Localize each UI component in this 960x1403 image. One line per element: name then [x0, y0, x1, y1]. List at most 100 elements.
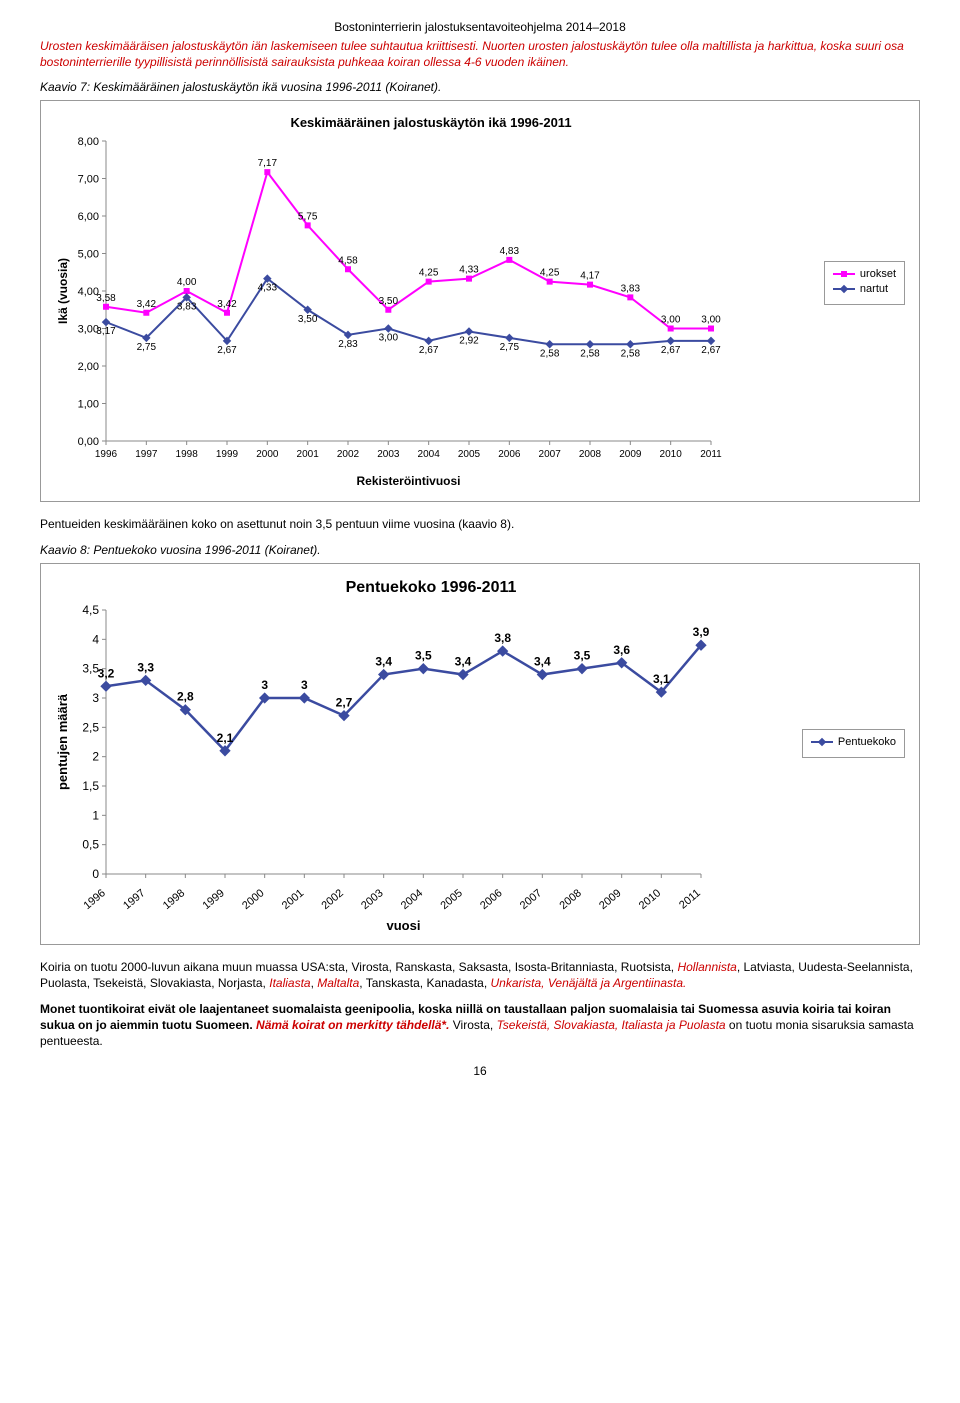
- svg-text:3,4: 3,4: [534, 654, 551, 668]
- svg-text:3: 3: [92, 691, 99, 705]
- kaavio7-caption: Kaavio 7: Keskimääräinen jalostuskäytön …: [40, 80, 920, 94]
- bottom-paragraph-1: Koiria on tuotu 2000-luvun aikana muun m…: [40, 959, 920, 991]
- svg-text:2005: 2005: [438, 887, 464, 912]
- svg-text:4,58: 4,58: [338, 256, 358, 267]
- bp1-red1: Hollannista: [677, 960, 736, 974]
- bp1-prefix: Koiria on tuotu 2000-luvun aikana muun m…: [40, 960, 677, 974]
- chart1-wrap: Keskimääräinen jalostuskäytön ikä 1996-2…: [51, 111, 909, 491]
- svg-text:3,4: 3,4: [375, 654, 392, 668]
- svg-text:3,83: 3,83: [621, 284, 641, 295]
- svg-text:2000: 2000: [256, 449, 279, 460]
- svg-text:2003: 2003: [377, 449, 400, 460]
- svg-text:1,5: 1,5: [82, 779, 99, 793]
- svg-text:1997: 1997: [135, 449, 158, 460]
- svg-text:2005: 2005: [458, 449, 481, 460]
- bp1-red4: Unkarista, Venäjältä ja Argentiinasta.: [491, 976, 687, 990]
- svg-text:3,5: 3,5: [415, 648, 432, 662]
- svg-text:2001: 2001: [297, 449, 320, 460]
- svg-text:4,33: 4,33: [258, 283, 278, 294]
- svg-text:4,17: 4,17: [580, 271, 600, 282]
- svg-text:3,4: 3,4: [455, 654, 472, 668]
- chart2-svg: Pentuekoko 1996-201100,511,522,533,544,5…: [51, 574, 811, 934]
- svg-text:2,00: 2,00: [78, 361, 99, 373]
- svg-text:4,5: 4,5: [82, 603, 99, 617]
- svg-text:3,50: 3,50: [379, 296, 399, 307]
- svg-text:8,00: 8,00: [78, 136, 99, 148]
- svg-text:2,1: 2,1: [217, 730, 234, 744]
- svg-text:4,25: 4,25: [540, 268, 560, 279]
- chart2-wrap: Pentuekoko 1996-201100,511,522,533,544,5…: [51, 574, 909, 934]
- svg-text:2001: 2001: [280, 887, 306, 912]
- svg-text:2000: 2000: [240, 887, 266, 912]
- svg-text:Rekisteröintivuosi: Rekisteröintivuosi: [356, 474, 460, 488]
- svg-text:1998: 1998: [161, 887, 187, 912]
- chart1-legend: urokset nartut: [824, 261, 905, 305]
- svg-text:2008: 2008: [579, 449, 602, 460]
- chart2-legend: Pentuekoko: [802, 729, 905, 758]
- svg-text:2008: 2008: [557, 887, 583, 912]
- svg-text:2,5: 2,5: [82, 720, 99, 734]
- svg-text:0: 0: [92, 867, 99, 881]
- svg-text:3,50: 3,50: [298, 314, 318, 325]
- chart1-svg: Keskimääräinen jalostuskäytön ikä 1996-2…: [51, 111, 811, 491]
- svg-text:0,00: 0,00: [78, 436, 99, 448]
- svg-text:1999: 1999: [216, 449, 239, 460]
- svg-text:2,75: 2,75: [137, 342, 157, 353]
- svg-text:2004: 2004: [418, 449, 441, 460]
- svg-text:2,67: 2,67: [661, 345, 681, 356]
- chart1-container: Keskimääräinen jalostuskäytön ikä 1996-2…: [40, 100, 920, 502]
- svg-text:2010: 2010: [637, 887, 663, 912]
- svg-text:3,5: 3,5: [574, 648, 591, 662]
- svg-text:4,00: 4,00: [177, 277, 197, 288]
- svg-text:3,3: 3,3: [137, 660, 154, 674]
- svg-text:2: 2: [92, 749, 99, 763]
- svg-text:2,92: 2,92: [459, 336, 479, 347]
- svg-text:2,83: 2,83: [338, 339, 358, 350]
- svg-text:2,67: 2,67: [217, 345, 237, 356]
- svg-text:2002: 2002: [337, 449, 360, 460]
- svg-text:3: 3: [261, 678, 268, 692]
- svg-text:Pentuekoko 1996-2011: Pentuekoko 1996-2011: [346, 579, 517, 596]
- svg-text:3,00: 3,00: [701, 315, 721, 326]
- svg-text:3,8: 3,8: [494, 631, 511, 645]
- svg-text:2011: 2011: [677, 887, 703, 911]
- bp1-red2: Italiasta: [269, 976, 310, 990]
- svg-text:1: 1: [92, 808, 99, 822]
- svg-text:2006: 2006: [478, 887, 504, 912]
- svg-text:1996: 1996: [95, 449, 118, 460]
- page-header: Bostoninterrierin jalostuksentavoiteohje…: [40, 20, 920, 34]
- svg-text:Keskimääräinen jalostuskäytön: Keskimääräinen jalostuskäytön ikä 1996-2…: [290, 115, 571, 130]
- bp2-red: Tsekeistä, Slovakiasta, Italiasta ja Puo…: [497, 1018, 726, 1032]
- svg-text:2010: 2010: [660, 449, 683, 460]
- svg-text:1997: 1997: [121, 887, 147, 912]
- page-number: 16: [40, 1064, 920, 1078]
- svg-text:Ikä (vuosia): Ikä (vuosia): [56, 258, 70, 324]
- svg-text:1996: 1996: [81, 887, 107, 912]
- svg-text:2,75: 2,75: [500, 342, 520, 353]
- svg-text:3,00: 3,00: [379, 333, 399, 344]
- legend-label-urokset: urokset: [860, 268, 896, 280]
- legend-line-pentuekoko: [811, 741, 833, 743]
- chart2-container: Pentuekoko 1996-201100,511,522,533,544,5…: [40, 563, 920, 945]
- bp2-tail1: Virosta,: [449, 1018, 496, 1032]
- legend-label-nartut: nartut: [860, 283, 888, 295]
- intro-paragraph-red: Urosten keskimääräisen jalostuskäytön iä…: [40, 38, 920, 70]
- svg-text:2,58: 2,58: [580, 349, 600, 360]
- svg-text:2009: 2009: [597, 887, 623, 912]
- svg-text:2,58: 2,58: [621, 349, 641, 360]
- bp1-sep2: , Tanskasta, Kanadasta,: [359, 976, 490, 990]
- svg-text:3,42: 3,42: [137, 299, 157, 310]
- svg-text:2007: 2007: [518, 887, 544, 912]
- svg-text:2007: 2007: [539, 449, 562, 460]
- svg-text:2,8: 2,8: [177, 689, 194, 703]
- svg-text:2003: 2003: [359, 887, 385, 912]
- kaavio8-caption: Kaavio 8: Pentuekoko vuosina 1996-2011 (…: [40, 543, 920, 557]
- svg-text:0,5: 0,5: [82, 837, 99, 851]
- svg-text:3,83: 3,83: [177, 302, 197, 313]
- svg-text:3,2: 3,2: [98, 666, 115, 680]
- svg-text:vuosi: vuosi: [387, 918, 421, 933]
- svg-text:2,7: 2,7: [336, 695, 353, 709]
- svg-text:7,17: 7,17: [258, 159, 278, 170]
- svg-text:3: 3: [301, 678, 308, 692]
- mid-paragraph: Pentueiden keskimääräinen koko on asettu…: [40, 516, 920, 532]
